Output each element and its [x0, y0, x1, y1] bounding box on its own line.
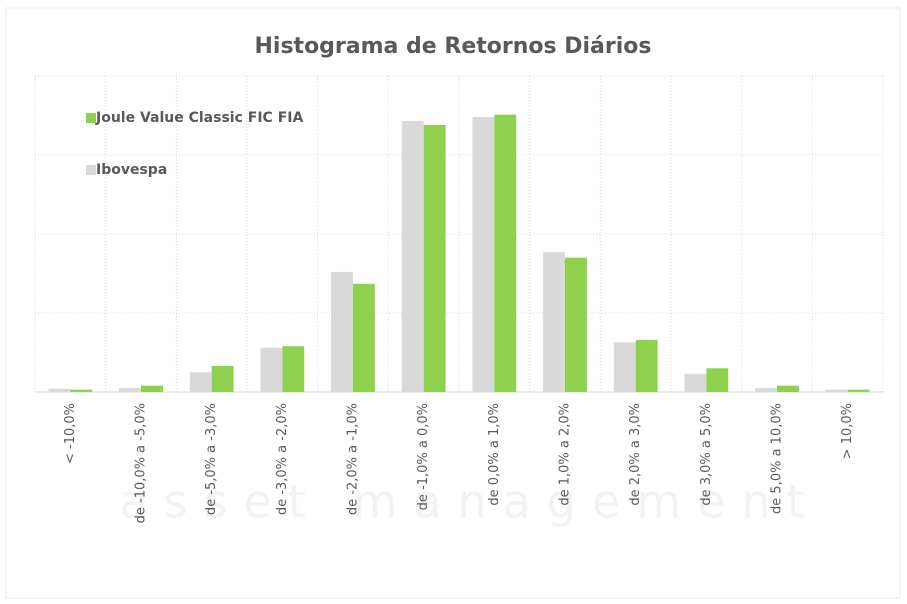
bar: [847, 389, 870, 392]
legend-label: Joule Value Classic FIC FIA: [95, 110, 303, 126]
bar: [189, 372, 212, 392]
chart-title: Histograma de Retornos Diários: [255, 34, 652, 59]
bar: [755, 388, 777, 392]
bar: [777, 385, 799, 392]
bar: [353, 283, 375, 392]
bar: [119, 388, 141, 392]
x-tick-label: de 0,0% a 1,0%: [487, 403, 502, 506]
x-tick-label: de 3,0% a 5,0%: [699, 403, 714, 506]
legend-swatch: [86, 113, 96, 123]
x-tick-label: de -3,0% a -2,0%: [275, 403, 290, 515]
chart-frame: [5, 7, 901, 599]
bar: [260, 347, 283, 392]
bar: [543, 252, 565, 392]
bar: [282, 346, 305, 392]
bar: [706, 368, 729, 392]
watermark: asset management: [119, 475, 820, 529]
x-tick-label: de -5,0% a -3,0%: [204, 403, 219, 515]
x-tick-label: de -2,0% a -1,0%: [346, 403, 361, 515]
bar: [48, 388, 71, 392]
legend-swatch: [86, 165, 96, 175]
bar: [472, 117, 495, 392]
bar: [211, 365, 234, 392]
bar: [684, 373, 707, 392]
legend-label: Ibovespa: [96, 162, 167, 178]
bar: [141, 385, 163, 392]
bar: [565, 257, 587, 392]
bar: [401, 121, 424, 392]
bar: [423, 124, 446, 392]
bar: [635, 339, 658, 392]
bar: [70, 389, 93, 392]
x-tick-label: de 1,0% a 2,0%: [558, 403, 573, 506]
x-tick-label: de 2,0% a 3,0%: [628, 403, 643, 506]
bar: [494, 114, 517, 393]
bar: [825, 389, 848, 392]
x-tick-label: > 10,0%: [840, 403, 855, 459]
bar: [331, 271, 353, 392]
x-tick-label: de 5,0% a 10,0%: [770, 403, 785, 514]
x-tick-label: de -10,0% a -5,0%: [134, 403, 149, 523]
bar: [613, 342, 636, 392]
x-tick-label: < -10,0%: [63, 403, 78, 464]
x-tick-label: de -1,0% a 0,0%: [416, 403, 431, 510]
